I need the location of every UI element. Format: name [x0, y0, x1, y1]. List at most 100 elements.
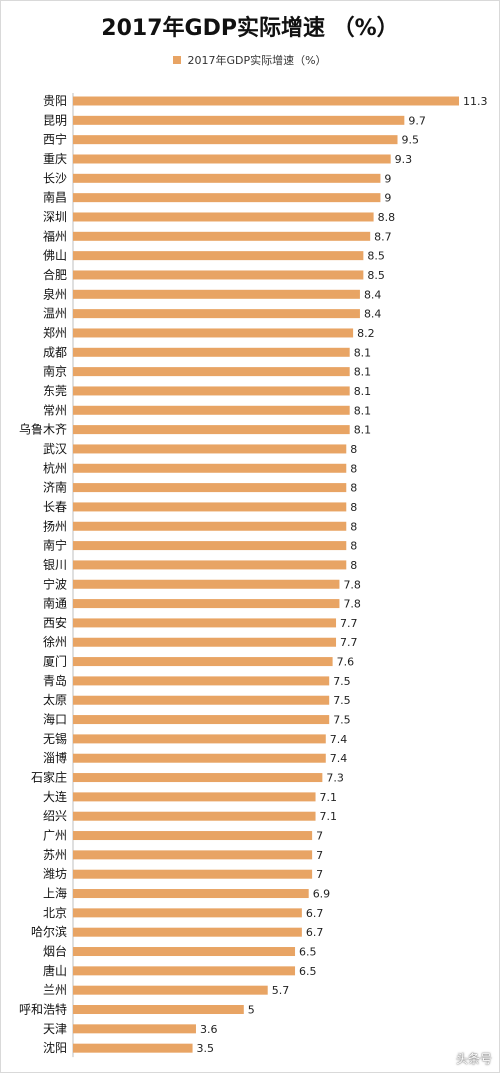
bar — [73, 463, 347, 473]
data-label: 7.4 — [330, 752, 348, 765]
data-label: 6.7 — [306, 907, 324, 920]
data-label: 7.1 — [320, 810, 338, 823]
bar — [73, 347, 350, 357]
category-label: 沈阳 — [43, 1040, 67, 1055]
bar — [73, 1005, 244, 1015]
category-label: 大连 — [43, 789, 67, 804]
data-label: 7.5 — [333, 675, 351, 688]
data-label: 8.5 — [367, 269, 385, 282]
category-label: 呼和浩特 — [19, 1002, 67, 1017]
category-label: 南宁 — [43, 538, 67, 553]
category-label: 青岛 — [43, 673, 67, 688]
legend-label: 2017年GDP实际增速（%） — [187, 54, 327, 67]
data-label: 8.8 — [378, 211, 396, 224]
category-label: 广州 — [43, 829, 67, 843]
bar — [73, 869, 313, 879]
category-label: 兰州 — [43, 983, 67, 997]
bar — [73, 289, 360, 299]
category-label: 郑州 — [43, 325, 67, 340]
category-label: 扬州 — [43, 518, 67, 533]
category-label: 宁波 — [43, 576, 67, 591]
chart-title: 2017年GDP实际增速 （%） — [101, 16, 399, 41]
bar — [73, 850, 313, 860]
data-label: 8 — [350, 443, 357, 456]
bar — [73, 328, 354, 338]
category-label: 北京 — [43, 906, 67, 920]
data-label: 7.8 — [343, 578, 361, 591]
category-label: 贵阳 — [43, 94, 67, 108]
bar — [73, 1024, 196, 1034]
bar — [73, 251, 364, 261]
bar — [73, 985, 268, 995]
category-label: 武汉 — [43, 442, 67, 456]
data-label: 9.3 — [395, 153, 413, 166]
bar — [73, 521, 347, 531]
data-label: 7 — [316, 868, 323, 881]
bar — [73, 444, 347, 454]
watermark: 头条号 — [455, 1052, 492, 1066]
bar — [73, 657, 333, 667]
bar — [73, 947, 296, 957]
category-label: 常州 — [43, 403, 67, 417]
category-label: 深圳 — [43, 210, 67, 224]
category-label: 无锡 — [43, 731, 67, 746]
data-label: 8 — [350, 520, 357, 533]
data-label: 8.1 — [354, 346, 372, 359]
bar — [73, 231, 371, 241]
bar — [73, 386, 350, 396]
bar — [73, 811, 316, 821]
data-label: 11.3 — [463, 95, 488, 108]
category-label: 烟台 — [43, 944, 67, 959]
bar — [73, 135, 398, 145]
bar — [73, 715, 330, 725]
chart-legend: 2017年GDP实际增速（%） — [0, 52, 500, 68]
bar — [73, 966, 296, 976]
data-label: 7 — [316, 830, 323, 843]
bar — [73, 154, 391, 164]
bar — [73, 541, 347, 551]
data-label: 7.4 — [330, 733, 348, 746]
data-label: 6.9 — [313, 888, 331, 901]
data-label: 9 — [384, 192, 391, 205]
category-label: 上海 — [43, 886, 67, 901]
bar — [73, 773, 323, 783]
category-label: 乌鲁木齐 — [19, 422, 67, 437]
data-label: 8 — [350, 462, 357, 475]
bar — [73, 270, 364, 280]
category-label: 长沙 — [43, 171, 67, 185]
category-label: 海口 — [43, 712, 67, 727]
category-label: 天津 — [43, 1022, 67, 1036]
category-label: 东莞 — [43, 384, 67, 398]
bar — [73, 212, 374, 222]
category-label: 重庆 — [43, 152, 67, 166]
category-label: 泉州 — [43, 287, 67, 301]
bar — [73, 483, 347, 493]
bar — [73, 637, 337, 647]
category-label: 佛山 — [43, 249, 67, 263]
data-label: 3.5 — [197, 1042, 215, 1055]
data-label: 8 — [350, 559, 357, 572]
data-label: 8.1 — [354, 385, 372, 398]
category-label: 昆明 — [43, 113, 67, 127]
bar — [73, 618, 337, 628]
bar — [73, 676, 330, 686]
bar — [73, 193, 381, 203]
category-label: 温州 — [43, 307, 67, 321]
data-label: 7.1 — [320, 791, 338, 804]
category-label: 徐州 — [43, 634, 67, 649]
data-label: 8.1 — [354, 404, 372, 417]
bar — [73, 695, 330, 705]
bar — [73, 173, 381, 183]
category-label: 济南 — [43, 480, 67, 495]
bar — [73, 579, 340, 589]
data-label: 8.2 — [357, 327, 375, 340]
data-label: 3.6 — [200, 1023, 218, 1036]
data-label: 5 — [248, 1004, 255, 1017]
bar — [73, 115, 405, 125]
category-label: 南京 — [43, 364, 67, 379]
data-label: 8.1 — [354, 424, 372, 437]
category-label: 石家庄 — [31, 770, 67, 785]
data-label: 8.7 — [374, 230, 392, 243]
bar — [73, 1043, 193, 1053]
